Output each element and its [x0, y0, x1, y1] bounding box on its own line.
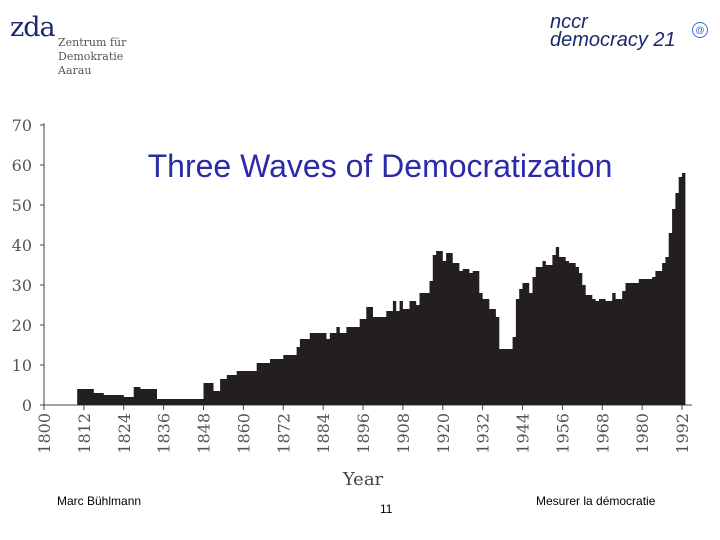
x-tick-label: 1908 [394, 413, 413, 454]
x-tick-label: 1920 [434, 413, 453, 454]
y-tick-label: 0 [22, 396, 32, 415]
page-number: 11 [380, 502, 393, 516]
footer-author: Marc Bühlmann [57, 494, 142, 508]
zda-logo-line-1: Zentrum für [58, 36, 127, 49]
democracies-area-chart: 0 10 20 30 40 50 60 70 1800 1812 1824 1836 1848 1860… [12, 116, 692, 490]
y-tick-label: 50 [12, 196, 32, 215]
nccr-logo: nccr democracy 21 @ [550, 12, 710, 56]
nccr-logo-line-1: nccr [550, 11, 588, 33]
x-tick-label: 1932 [474, 413, 493, 454]
y-tick-label: 20 [12, 316, 32, 335]
x-tick-label: 1824 [115, 413, 134, 454]
y-tick-label: 40 [12, 236, 32, 255]
x-tick-label: 1992 [673, 413, 692, 454]
at-symbol-icon: @ [692, 22, 708, 38]
y-tick-label: 10 [12, 356, 32, 375]
footer-presentation-title: Mesurer la démocratie [536, 494, 656, 508]
x-tick-label: 1896 [354, 413, 373, 454]
x-tick-label: 1980 [633, 413, 652, 454]
zda-logo-mark: zda [10, 12, 56, 43]
x-axis: 1800 1812 1824 1836 1848 1860 1872 1884 1896 1908… [35, 404, 692, 454]
nccr-logo-line-2: democracy 21 [550, 29, 676, 51]
x-tick-label: 1944 [514, 413, 533, 454]
x-tick-label: 1800 [35, 413, 54, 454]
slide-title: Three Waves of Democratization [147, 148, 613, 184]
x-tick-label: 1836 [155, 413, 174, 454]
chart-series [44, 173, 686, 405]
y-tick-label: 70 [12, 116, 32, 135]
x-tick-label: 1848 [195, 413, 214, 454]
democracies-area [44, 173, 686, 405]
x-tick-label: 1956 [553, 413, 572, 454]
x-tick-label: 1872 [274, 413, 293, 454]
x-tick-label: 1812 [75, 413, 94, 454]
x-tick-label: 1968 [593, 413, 612, 454]
y-axis: 0 10 20 30 40 50 60 70 [12, 116, 45, 415]
y-tick-label: 60 [12, 156, 32, 175]
zda-logo-line-3: Aarau [58, 64, 92, 77]
zda-logo-line-2: Demokratie [58, 50, 124, 63]
x-tick-label: 1860 [234, 413, 253, 454]
y-tick-label: 30 [12, 276, 32, 295]
zda-logo: zda Zentrum für Demokratie Aarau [10, 12, 150, 82]
x-tick-label: 1884 [314, 413, 333, 454]
x-axis-label: Year [342, 469, 384, 490]
